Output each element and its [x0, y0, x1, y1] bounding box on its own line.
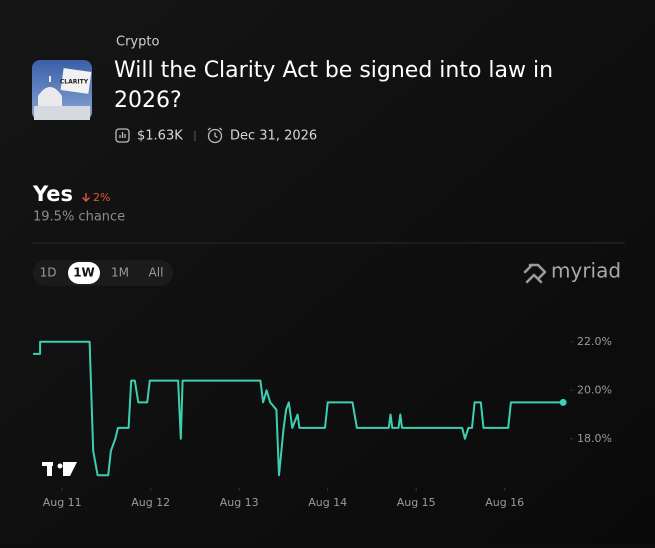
title-box: Will the Clarity Act be signed into law …	[114, 58, 554, 113]
x-tick-label: Aug 16	[485, 496, 524, 509]
price-chart: 18.0% 20.0% 22.0% Aug 11 Aug 12 Aug 13 Aug 14 A…	[33, 335, 612, 509]
tab[interactable]: 1W	[73, 266, 95, 280]
category: Crypto	[116, 35, 159, 50]
x-tick-label: Aug 13	[220, 496, 259, 509]
down-arrow	[82, 193, 90, 202]
thumbnail: CLARITY	[32, 60, 92, 120]
y-tick-label: 18.0%	[577, 432, 612, 445]
outcome-change: 2%	[93, 191, 110, 204]
volume: $1.63K	[137, 129, 183, 144]
x-tick-label: Aug 11	[43, 496, 82, 509]
outcome-name: Yes	[32, 182, 73, 206]
volume-icon	[115, 128, 130, 143]
price-line	[33, 340, 564, 477]
end-dot	[559, 398, 567, 406]
outcome-chance: 19.5% chance	[33, 210, 125, 225]
x-tick-label: Aug 15	[397, 496, 436, 509]
tab[interactable]: 1M	[111, 266, 129, 280]
svg-text:CLARITY: CLARITY	[60, 79, 89, 86]
tab-bar	[33, 260, 173, 286]
x-tick-label: Aug 14	[308, 496, 347, 509]
tab[interactable]: 1D	[40, 266, 57, 280]
title: Will the Clarity Act be signed into law …	[114, 58, 554, 113]
y-tick-label: 20.0%	[577, 383, 612, 396]
tab[interactable]: All	[149, 266, 164, 280]
x-tick-label: Aug 12	[131, 496, 170, 509]
y-tick-label: 22.0%	[577, 335, 612, 348]
brand-logo: myriad	[523, 259, 621, 284]
clock-icon	[207, 127, 223, 144]
tab-selected-bg	[68, 262, 100, 284]
end-date: Dec 31, 2026	[230, 129, 317, 144]
brand-name: myriad	[551, 259, 621, 283]
tradingview-logo	[42, 462, 77, 476]
